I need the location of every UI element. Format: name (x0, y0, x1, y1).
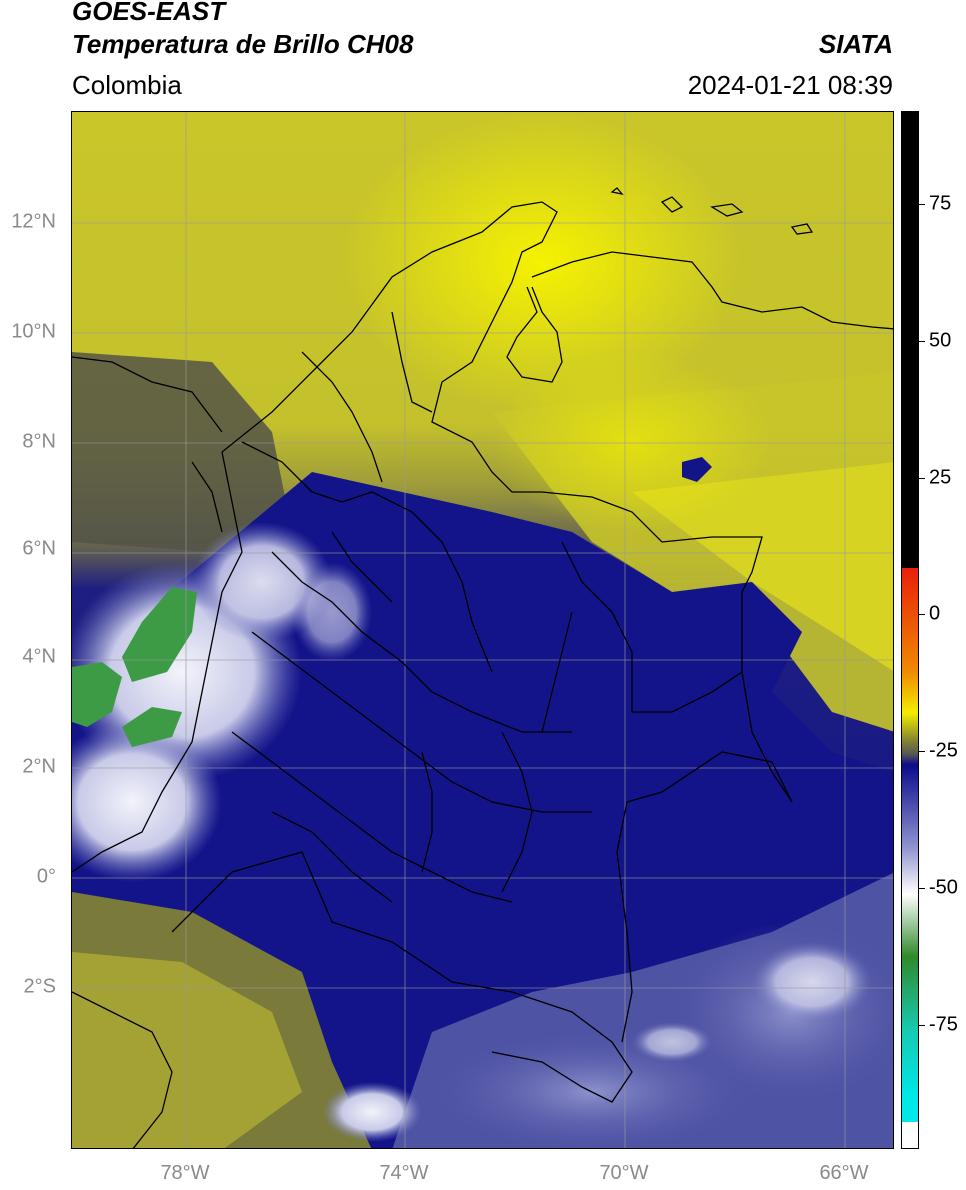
lat-label-2n: 2°N (22, 755, 56, 778)
colorbar-label-neg25: -25 (929, 739, 958, 762)
colorbar (901, 111, 919, 1149)
colorbar-ticks: 75 50 25 0 -25 -50 -75 (919, 111, 966, 1149)
lon-label-66w: 66°W (819, 1162, 869, 1184)
lat-label-0: 0° (36, 865, 56, 888)
lon-label-70w: 70°W (599, 1162, 649, 1184)
colorbar-tick (919, 751, 925, 752)
satellite-name: GOES-EAST (72, 0, 226, 26)
lat-label-6n: 6°N (22, 537, 56, 560)
colorbar-tick (919, 204, 925, 205)
lat-label-12n: 12°N (11, 210, 56, 233)
lat-label-10n: 10°N (11, 320, 56, 343)
colorbar-tick (919, 341, 925, 342)
colorbar-label-50: 50 (929, 329, 952, 352)
region-name: Colombia (72, 70, 182, 100)
colorbar-tick (919, 614, 925, 615)
timestamp: 2024-01-21 08:39 (687, 70, 893, 100)
lon-label-78w: 78°W (160, 1162, 210, 1184)
colorbar-label-0: 0 (929, 602, 941, 625)
lon-label-74w: 74°W (379, 1162, 429, 1184)
product-title: Temperatura de Brillo CH08 (72, 29, 414, 59)
colorbar-tick (919, 478, 925, 479)
lat-label-8n: 8°N (22, 430, 56, 453)
lat-label-2s: 2°S (23, 975, 56, 998)
colorbar-label-neg75: -75 (929, 1013, 958, 1036)
colorbar-tick (919, 888, 925, 889)
lat-label-4n: 4°N (22, 645, 56, 668)
colorbar-label-25: 25 (929, 466, 952, 489)
colorbar-label-neg50: -50 (929, 876, 958, 899)
institution-name: SIATA (818, 29, 893, 59)
colorbar-label-75: 75 (929, 192, 952, 215)
colorbar-tick (919, 1025, 925, 1026)
satellite-map (71, 111, 894, 1149)
